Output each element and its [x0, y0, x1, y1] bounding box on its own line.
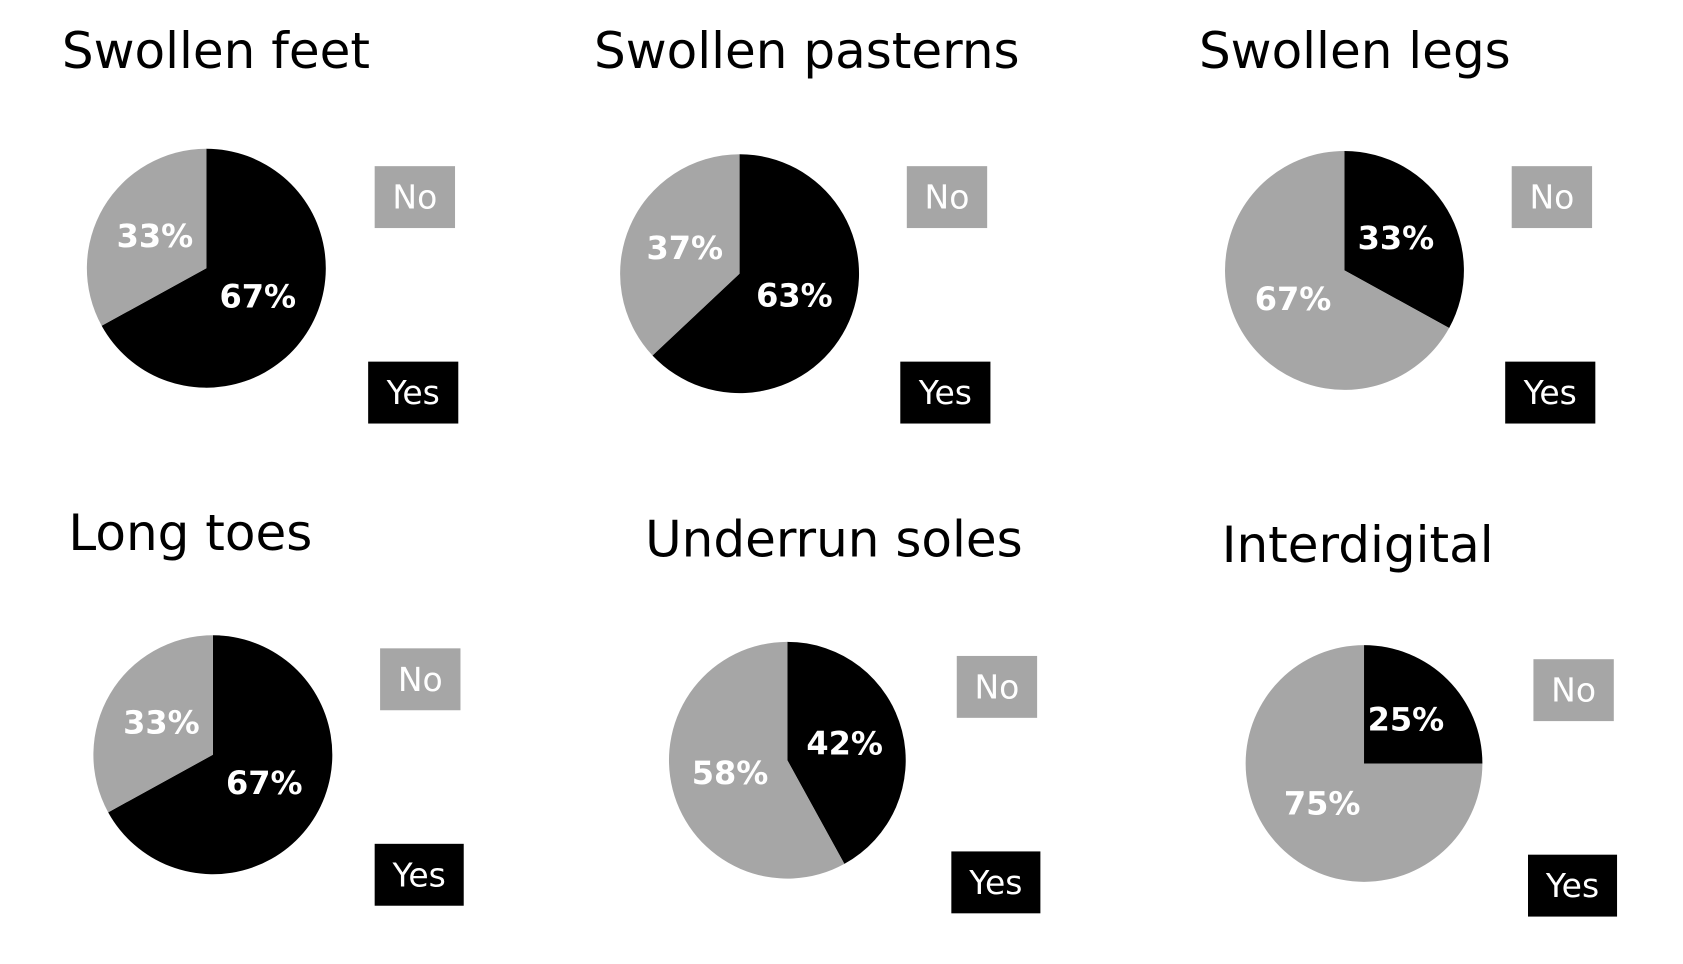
- data-label: 67%: [226, 764, 303, 802]
- legend-swatch: [906, 166, 988, 229]
- data-label: 42%: [806, 724, 883, 762]
- data-label: 33%: [123, 703, 200, 741]
- chart-title: Underrun soles: [645, 511, 1023, 569]
- pie-slice: [668, 641, 845, 879]
- legend-label: No: [392, 178, 437, 217]
- pie-slice: [1225, 150, 1450, 390]
- legend-swatch: [900, 361, 991, 424]
- chart-title: Interdigital: [1222, 516, 1494, 574]
- chart-title: Swollen pasterns: [594, 22, 1020, 80]
- legend-swatch: [374, 166, 456, 229]
- legend-label: Yes: [968, 863, 1022, 902]
- legend-label: No: [1551, 671, 1596, 710]
- legend-label: No: [975, 667, 1020, 706]
- legend-swatch: [380, 648, 461, 711]
- chart-title: Swollen legs: [1199, 22, 1511, 80]
- data-label: 58%: [692, 754, 769, 792]
- legend-label: No: [925, 178, 970, 217]
- pie-slice: [108, 635, 333, 875]
- pie-slice: [652, 154, 860, 394]
- legend-swatch: [1528, 854, 1618, 917]
- legend-label: Yes: [1523, 373, 1577, 412]
- pie-slice: [101, 148, 326, 388]
- pie-slice: [1364, 645, 1483, 764]
- data-label: 25%: [1368, 701, 1445, 739]
- legend-label: Yes: [392, 855, 446, 894]
- pie-slice: [1245, 645, 1483, 882]
- legend-swatch: [374, 843, 464, 906]
- data-label: 63%: [756, 276, 833, 314]
- data-label: 33%: [117, 217, 194, 255]
- legend-label: Yes: [918, 373, 972, 412]
- legend-swatch: [1505, 361, 1596, 424]
- legend-swatch: [951, 851, 1041, 914]
- pie-slice: [93, 635, 213, 813]
- data-label: 67%: [219, 278, 296, 316]
- chart-title: Swollen feet: [62, 22, 370, 80]
- legend-label: No: [1529, 178, 1574, 217]
- data-label: 37%: [646, 229, 723, 267]
- chart-title: Long toes: [68, 504, 312, 562]
- legend-label: Yes: [386, 373, 440, 412]
- pie-slice: [787, 641, 906, 864]
- legend-label: Yes: [1545, 866, 1599, 905]
- data-label: 33%: [1358, 219, 1435, 257]
- data-label: 75%: [1284, 784, 1361, 822]
- legend-swatch: [368, 361, 459, 424]
- data-label: 67%: [1255, 280, 1332, 318]
- legend-label: No: [398, 660, 443, 699]
- pie-slice: [86, 148, 207, 326]
- legend-swatch: [1533, 659, 1614, 722]
- pie-slice: [1344, 150, 1464, 328]
- legend-swatch: [956, 655, 1038, 718]
- pie-slice: [620, 154, 740, 356]
- legend-swatch: [1511, 166, 1593, 229]
